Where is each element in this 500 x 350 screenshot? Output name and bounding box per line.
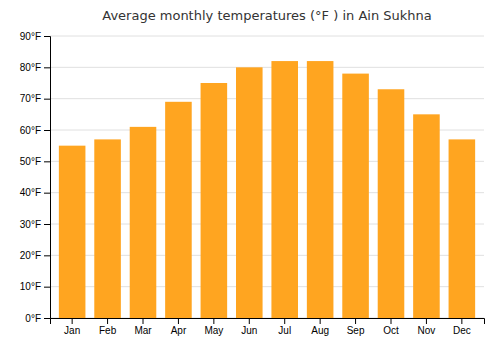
x-tick-label: Dec bbox=[453, 325, 471, 336]
x-tick-mark bbox=[249, 318, 250, 324]
y-tick-mark bbox=[44, 224, 50, 225]
y-tick-label: 40°F bbox=[20, 187, 41, 198]
y-tick-mark bbox=[44, 255, 50, 256]
x-tick: Jun bbox=[241, 318, 257, 336]
bar bbox=[59, 146, 86, 318]
x-tick-label: Apr bbox=[171, 325, 187, 336]
y-tick: 40°F bbox=[20, 187, 50, 198]
x-tick: Dec bbox=[453, 318, 471, 336]
y-tick: 90°F bbox=[20, 31, 50, 42]
x-tick-mark bbox=[107, 318, 108, 324]
x-tick: Apr bbox=[171, 318, 187, 336]
grid-line bbox=[50, 98, 484, 99]
y-tick-mark bbox=[44, 99, 50, 100]
x-tick: Mar bbox=[134, 318, 152, 336]
y-tick: 10°F bbox=[20, 281, 50, 292]
y-tick: 60°F bbox=[20, 125, 50, 136]
x-tick: Jan bbox=[64, 318, 80, 336]
y-tick: 30°F bbox=[20, 219, 50, 230]
x-tick-mark bbox=[143, 318, 144, 324]
bar bbox=[342, 74, 369, 318]
x-tick-mark bbox=[355, 318, 356, 324]
y-tick: 50°F bbox=[20, 156, 50, 167]
x-tick-label: Jul bbox=[278, 325, 291, 336]
x-tick: May bbox=[204, 318, 223, 336]
x-tick-mark bbox=[178, 318, 179, 324]
bar bbox=[236, 67, 263, 318]
y-tick-label: 30°F bbox=[20, 219, 41, 230]
x-tick-label: May bbox=[204, 325, 223, 336]
plot: Jan Feb Mar Apr May Jun Jul Aug Sep Oct Nov Dec 0°F 1… bbox=[20, 31, 485, 336]
y-tick: 0°F bbox=[25, 313, 50, 324]
title: Average monthly temperatures (°F ) in Ai… bbox=[102, 8, 431, 23]
y-tick-mark bbox=[44, 161, 50, 162]
y-tick-mark bbox=[44, 193, 50, 194]
x-tick-label: Mar bbox=[134, 325, 152, 336]
x-tick-mark bbox=[391, 318, 392, 324]
x-tick-mark bbox=[213, 318, 214, 324]
x-tick: Jul bbox=[278, 318, 291, 336]
x-tick-mark bbox=[284, 318, 285, 324]
x-tick-label: Oct bbox=[383, 325, 399, 336]
x-tick-label: Aug bbox=[311, 325, 329, 336]
bar bbox=[130, 127, 157, 318]
x-tick-mark bbox=[320, 318, 321, 324]
y-tick-label: 0°F bbox=[25, 313, 41, 324]
x-tick: Aug bbox=[311, 318, 329, 336]
y-tick-label: 20°F bbox=[20, 250, 41, 261]
bars bbox=[59, 61, 475, 318]
y-tick-label: 60°F bbox=[20, 125, 41, 136]
chart-svg: Jan Feb Mar Apr May Jun Jul Aug Sep Oct Nov Dec 0°F 1… bbox=[0, 0, 500, 350]
y-tick-label: 10°F bbox=[20, 281, 41, 292]
x-tick: Nov bbox=[418, 318, 436, 336]
y-tick: 80°F bbox=[20, 62, 50, 73]
chart-container: Jan Feb Mar Apr May Jun Jul Aug Sep Oct Nov Dec 0°F 1… bbox=[0, 0, 500, 350]
bar bbox=[201, 83, 228, 318]
y-tick: 20°F bbox=[20, 250, 50, 261]
grid bbox=[50, 36, 484, 318]
y-tick-label: 70°F bbox=[20, 93, 41, 104]
x-tick: Sep bbox=[347, 318, 365, 336]
y-tick-mark bbox=[44, 287, 50, 288]
x-tick-label: Feb bbox=[99, 325, 117, 336]
x-tick-label: Nov bbox=[418, 325, 436, 336]
y-tick-mark bbox=[44, 318, 50, 319]
x-axis: Jan Feb Mar Apr May Jun Jul Aug Sep Oct Nov Dec bbox=[51, 318, 485, 336]
grid-line bbox=[50, 67, 484, 68]
x-tick: Feb bbox=[99, 318, 117, 336]
bar bbox=[378, 89, 405, 318]
bar bbox=[271, 61, 298, 318]
bar bbox=[94, 139, 121, 318]
x-tick: Oct bbox=[383, 318, 399, 336]
grid-line bbox=[50, 36, 484, 37]
y-tick: 70°F bbox=[20, 93, 50, 104]
y-tick-label: 50°F bbox=[20, 156, 41, 167]
y-axis: 0°F 10°F 20°F 30°F 40°F 50°F 60°F 70°F 80°F 90°F bbox=[20, 31, 51, 324]
y-axis-line bbox=[44, 37, 51, 319]
x-tick-label: Sep bbox=[347, 325, 365, 336]
x-tick-mark bbox=[426, 318, 427, 324]
y-tick-label: 90°F bbox=[20, 31, 41, 42]
bar bbox=[449, 139, 476, 318]
bar bbox=[165, 102, 192, 318]
y-tick-mark bbox=[44, 130, 50, 131]
x-axis-line bbox=[51, 319, 485, 325]
x-tick-label: Jan bbox=[64, 325, 80, 336]
x-tick-mark bbox=[72, 318, 73, 324]
y-tick-mark bbox=[44, 67, 50, 68]
y-tick-mark bbox=[44, 36, 50, 37]
bar bbox=[307, 61, 334, 318]
bar bbox=[413, 114, 440, 318]
x-tick-mark bbox=[461, 318, 462, 324]
x-tick-label: Jun bbox=[241, 325, 257, 336]
y-tick-label: 80°F bbox=[20, 62, 41, 73]
